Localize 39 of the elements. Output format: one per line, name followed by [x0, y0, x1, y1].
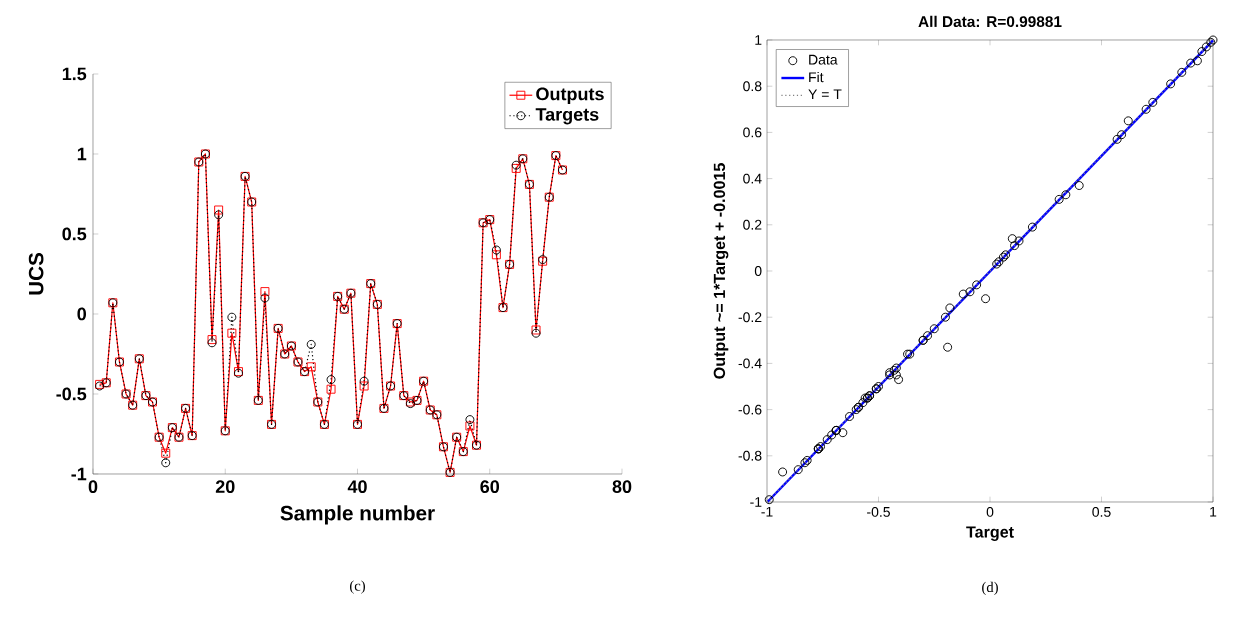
y-axis-title: Output ~= 1*Target + -0.0015 [713, 163, 729, 379]
legend-label: Outputs [536, 87, 604, 104]
y-tick-label: 0.8 [743, 81, 762, 92]
y-tick-label: 1 [77, 147, 87, 161]
x-tick-label: -0.5 [867, 506, 890, 517]
y-tick-label: -0.6 [738, 404, 762, 415]
legend-label: Targets [535, 108, 599, 125]
x-tick-label: 60 [480, 480, 500, 493]
y-tick-label: -1 [71, 467, 87, 481]
y-tick-label: 0.6 [743, 127, 762, 138]
x-tick-label: 0.5 [1092, 506, 1111, 517]
y-tick-label: 0.4 [743, 173, 762, 184]
y-tick-label: -1 [750, 497, 762, 507]
x-tick-label: 0 [986, 506, 994, 517]
legend-label: Fit [809, 71, 824, 83]
x-tick-label: 0 [88, 480, 98, 493]
legend-label: Y = T [808, 89, 842, 100]
y-tick-label: 0 [77, 307, 87, 321]
y-axis-title: UCS [28, 252, 44, 295]
x-tick-label: 20 [215, 480, 235, 493]
y-tick-label: 1 [755, 35, 762, 45]
y-tick-label: 0.5 [62, 227, 87, 241]
x-tick-label: 80 [612, 480, 632, 493]
x-tick-label: 1 [1210, 506, 1217, 517]
chart-title: All Data: R=0.99881 [918, 15, 1062, 28]
text: (c) [350, 580, 365, 594]
x-tick-label: 40 [347, 480, 367, 493]
text: (d) [982, 581, 998, 596]
x-axis-title: Sample number [280, 505, 435, 525]
y-tick-label: 1.5 [62, 67, 87, 81]
x-axis-title: Target [966, 526, 1014, 541]
y-tick-label: -0.4 [738, 358, 762, 369]
y-tick-label: 0 [754, 266, 762, 276]
y-tick-label: -0.2 [738, 312, 762, 323]
y-tick-label: -0.8 [738, 450, 762, 461]
legend-label: Data [809, 54, 838, 65]
x-tick-label: -1 [761, 506, 773, 517]
y-tick-label: -0.5 [56, 387, 87, 401]
y-tick-label: 0.2 [743, 219, 762, 230]
